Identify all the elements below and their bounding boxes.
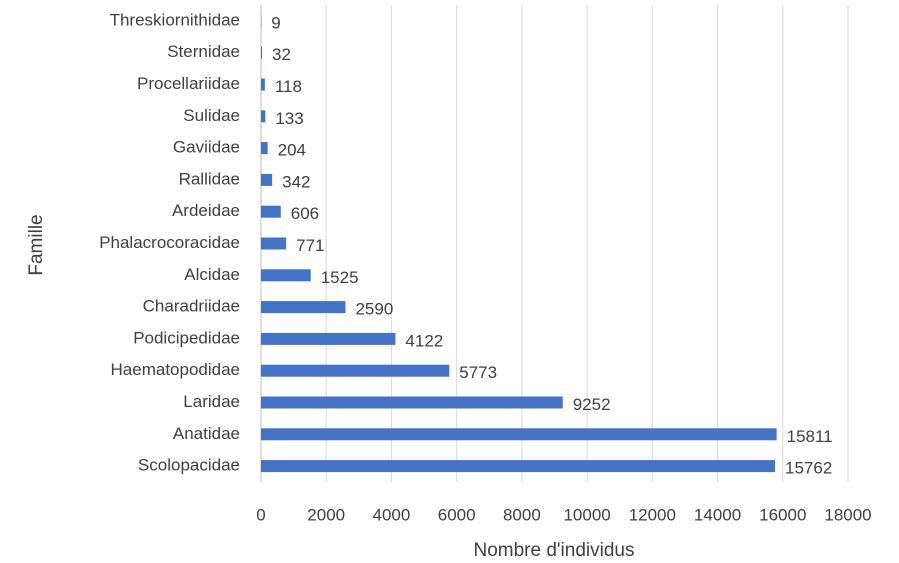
data-label: 1525	[321, 268, 359, 287]
data-label: 2590	[355, 300, 393, 319]
bar	[261, 78, 265, 91]
y-tick-label: Podicipedidae	[133, 328, 240, 347]
bar	[261, 332, 396, 345]
data-label: 118	[275, 77, 302, 96]
y-tick-label: Threskiornithidae	[110, 10, 240, 29]
data-label: 9252	[573, 395, 611, 414]
y-tick-label: Procellariidae	[137, 74, 240, 93]
data-label: 15811	[787, 427, 833, 446]
data-label: 9	[271, 13, 280, 32]
y-tick-label: Sulidae	[183, 106, 240, 125]
x-tick-label: 12000	[629, 505, 676, 524]
x-tick-label: 14000	[694, 505, 741, 524]
x-axis-title: Nombre d'individus	[474, 540, 635, 561]
y-tick-label: Anatidae	[173, 424, 240, 443]
x-tick-label: 18000	[824, 505, 871, 524]
bar	[261, 173, 273, 186]
y-tick-label: Haematopodidae	[111, 360, 240, 379]
y-tick-label: Sternidae	[167, 42, 240, 61]
bar	[261, 237, 287, 250]
x-tick-label: 0	[256, 505, 265, 524]
x-tick-label: 10000	[563, 505, 610, 524]
bar	[261, 460, 776, 473]
x-tick-label: 6000	[438, 505, 476, 524]
bar	[261, 364, 450, 377]
data-label: 5773	[459, 363, 497, 382]
data-label: 4122	[405, 331, 443, 350]
data-label: 133	[275, 109, 303, 128]
y-axis-title: Famille	[26, 214, 47, 275]
y-tick-label: Alcidae	[184, 265, 240, 284]
x-tick-label: 16000	[759, 505, 806, 524]
x-tick-label: 4000	[373, 505, 411, 524]
y-tick-label: Gaviidae	[173, 138, 240, 157]
data-label: 771	[296, 236, 324, 255]
bar	[261, 269, 311, 282]
x-tick-label: 2000	[307, 505, 345, 524]
bar	[261, 110, 266, 123]
bar	[261, 396, 563, 409]
y-tick-label: Phalacrocoracidae	[99, 233, 240, 252]
y-tick-label: Rallidae	[179, 169, 240, 188]
x-tick-label: 8000	[503, 505, 541, 524]
bar	[261, 205, 281, 218]
bar	[261, 46, 263, 59]
data-label: 204	[278, 141, 306, 160]
data-label: 606	[291, 204, 319, 223]
bar	[261, 301, 346, 314]
bar	[261, 428, 777, 441]
y-tick-label: Charadriidae	[143, 297, 240, 316]
y-tick-label: Laridae	[183, 392, 240, 411]
y-tick-label: Ardeidae	[172, 201, 240, 220]
data-label: 342	[282, 172, 310, 191]
y-tick-label: Scolopacidae	[138, 456, 240, 475]
data-label: 32	[272, 45, 291, 64]
bar	[261, 142, 268, 155]
data-label: 15762	[785, 459, 832, 478]
